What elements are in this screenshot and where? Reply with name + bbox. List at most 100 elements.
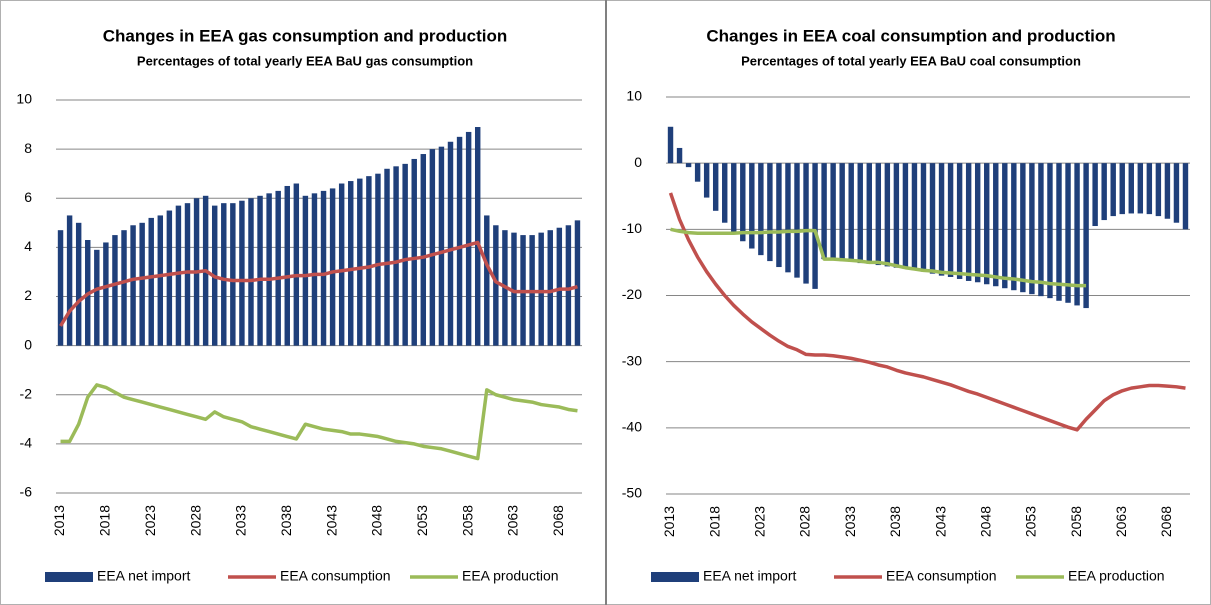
bar xyxy=(456,136,463,346)
bar xyxy=(1146,163,1153,215)
bar xyxy=(740,163,746,242)
bar xyxy=(667,126,674,164)
bar xyxy=(1128,163,1134,214)
bar xyxy=(830,163,836,260)
bar xyxy=(148,217,154,346)
x-tick-label: 2068 xyxy=(1158,506,1174,537)
bar xyxy=(130,225,136,346)
bar xyxy=(956,163,963,279)
bar xyxy=(103,242,109,346)
y-tick-label: 0 xyxy=(634,154,642,170)
legend-swatch xyxy=(651,572,699,582)
line-series xyxy=(670,227,1087,288)
bar xyxy=(66,215,73,346)
bar xyxy=(785,163,791,273)
bar xyxy=(866,163,872,264)
line-series xyxy=(60,383,578,461)
bar xyxy=(184,203,191,346)
y-tick-label: 10 xyxy=(626,88,642,104)
bar xyxy=(694,163,701,182)
bar xyxy=(1011,163,1017,291)
y-tick-label: -6 xyxy=(20,484,33,500)
bar xyxy=(848,163,854,262)
y-tick-label: 0 xyxy=(24,336,32,352)
y-tick-label: -30 xyxy=(622,352,642,368)
bar xyxy=(75,222,82,346)
y-tick-label: 6 xyxy=(24,189,32,205)
legend-label: EEA consumption xyxy=(886,568,997,584)
bar xyxy=(1155,163,1162,217)
bar xyxy=(511,232,517,346)
bar xyxy=(722,163,728,223)
bar xyxy=(1056,163,1062,301)
bar xyxy=(447,141,454,346)
bar xyxy=(767,163,773,262)
bar xyxy=(938,163,945,276)
y-tick-label: -4 xyxy=(20,435,33,451)
legend-label: EEA net import xyxy=(703,568,796,584)
bar xyxy=(875,163,882,266)
legend-label: EEA consumption xyxy=(280,568,391,584)
bar xyxy=(676,147,683,164)
bar xyxy=(284,185,290,346)
bar xyxy=(329,188,336,346)
bar xyxy=(712,163,719,211)
line-series xyxy=(668,192,1186,432)
bar xyxy=(411,158,417,346)
bar xyxy=(320,190,327,346)
bar xyxy=(248,198,254,346)
bar xyxy=(311,193,318,346)
bar xyxy=(749,163,755,249)
bar xyxy=(984,163,990,285)
x-tick-label: 2038 xyxy=(887,506,903,537)
bar xyxy=(929,163,936,274)
bar xyxy=(911,163,918,271)
bar xyxy=(1092,163,1098,227)
x-tick-label: 2028 xyxy=(797,506,813,537)
x-tick-label: 2048 xyxy=(977,506,993,537)
y-tick-label: 8 xyxy=(24,140,32,156)
x-tick-label: 2063 xyxy=(1113,506,1129,537)
bar xyxy=(1119,163,1125,215)
line-series xyxy=(59,240,578,327)
bar xyxy=(484,215,490,346)
x-tick-label: 2048 xyxy=(369,505,385,536)
x-tick-label: 2058 xyxy=(459,505,475,536)
bar xyxy=(157,215,164,346)
bar xyxy=(1110,163,1116,217)
bar xyxy=(139,222,145,346)
bar xyxy=(993,163,999,287)
bar xyxy=(1038,163,1044,297)
x-tick-label: 2053 xyxy=(1023,506,1039,537)
bar xyxy=(474,127,481,346)
bar xyxy=(1074,163,1080,306)
x-tick-label: 2058 xyxy=(1068,506,1084,537)
bar xyxy=(703,163,710,198)
x-tick-label: 2043 xyxy=(323,505,339,536)
bar xyxy=(556,227,563,346)
bar xyxy=(166,210,173,346)
x-tick-label: 2013 xyxy=(661,506,677,537)
chart-title: Changes in EEA gas consumption and produ… xyxy=(103,26,508,45)
bar xyxy=(1029,163,1035,295)
bar xyxy=(420,154,427,346)
legend-label: EEA production xyxy=(462,568,559,584)
bar xyxy=(393,166,399,346)
bar xyxy=(1164,163,1171,219)
chart-subtitle: Percentages of total yearly EEA BaU coal… xyxy=(741,53,1081,68)
bar xyxy=(121,230,127,346)
bar xyxy=(1101,163,1107,221)
bar xyxy=(538,232,544,346)
bar xyxy=(574,220,581,346)
chart-subtitle: Percentages of total yearly EEA BaU gas … xyxy=(137,53,473,68)
y-tick-label: -2 xyxy=(20,385,33,401)
bar xyxy=(1137,163,1144,214)
y-tick-label: 2 xyxy=(24,287,32,303)
bar xyxy=(465,131,472,346)
bar xyxy=(175,205,182,346)
bar xyxy=(565,225,572,346)
bar xyxy=(685,163,692,168)
y-tick-label: -40 xyxy=(622,419,642,435)
bar xyxy=(402,163,408,346)
